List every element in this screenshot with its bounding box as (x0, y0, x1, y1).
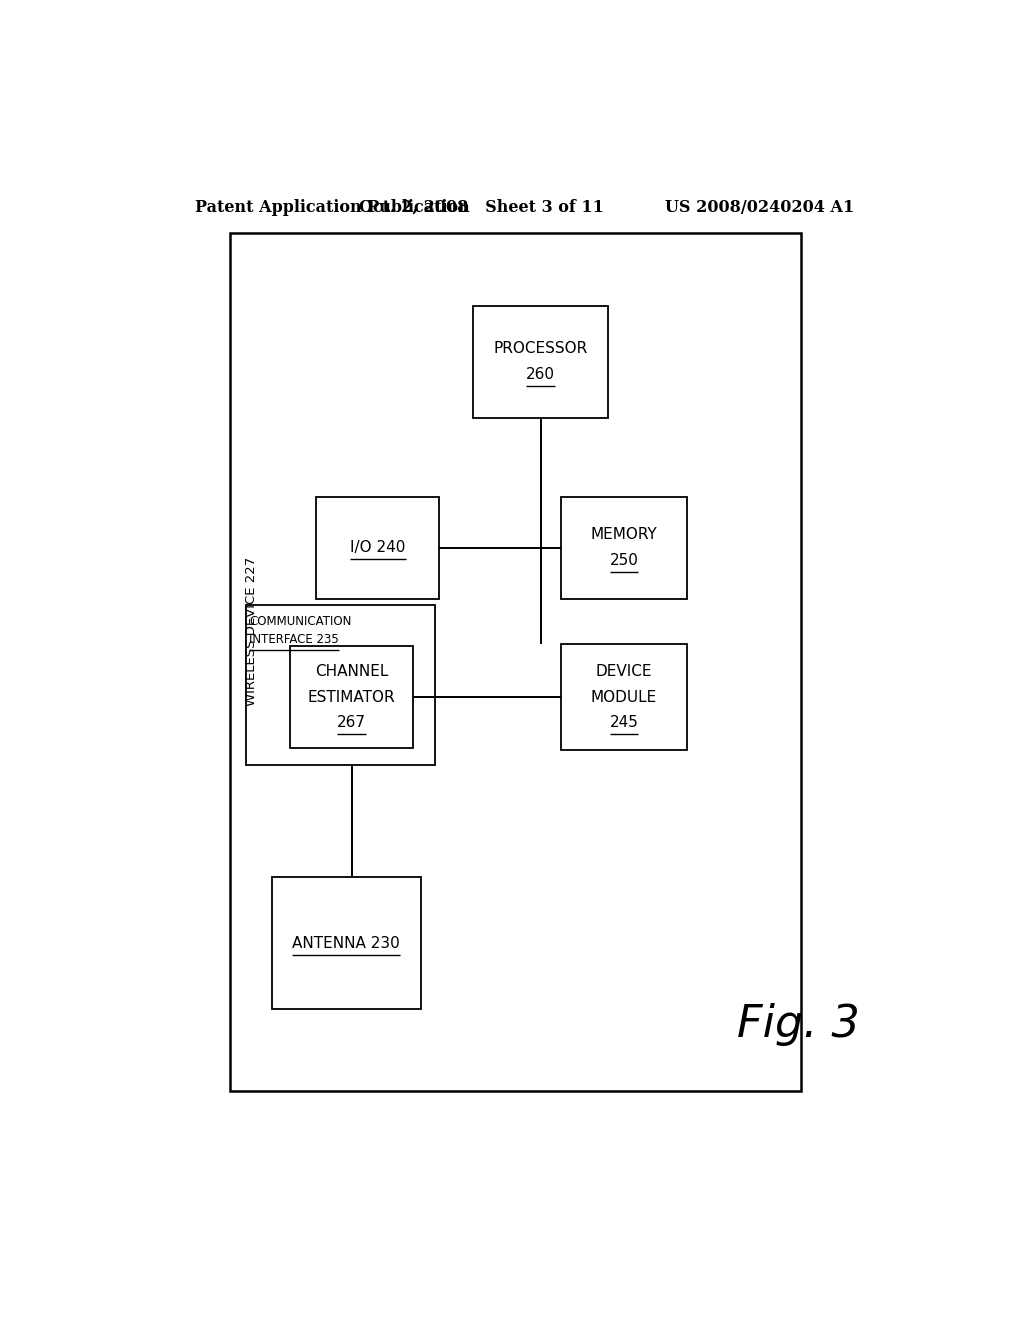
Bar (316, 496, 439, 598)
Text: MODULE: MODULE (591, 689, 657, 705)
Bar (246, 605, 435, 766)
Text: CHANNEL: CHANNEL (315, 664, 388, 680)
Text: 267: 267 (337, 715, 367, 730)
Text: PROCESSOR: PROCESSOR (494, 342, 588, 356)
Text: WIRELESS DEVICE 227: WIRELESS DEVICE 227 (245, 557, 257, 706)
Text: US 2008/0240204 A1: US 2008/0240204 A1 (665, 199, 854, 215)
Bar (473, 306, 608, 417)
Text: Oct. 2, 2008   Sheet 3 of 11: Oct. 2, 2008 Sheet 3 of 11 (358, 199, 603, 215)
Text: Patent Application Publication: Patent Application Publication (196, 199, 470, 215)
Text: 245: 245 (609, 715, 638, 730)
Bar (290, 647, 414, 748)
Text: Fig. 3: Fig. 3 (737, 1003, 860, 1045)
Text: ANTENNA 230: ANTENNA 230 (293, 936, 400, 950)
Text: MEMORY: MEMORY (591, 528, 657, 543)
Text: 250: 250 (609, 553, 638, 568)
Text: I/O 240: I/O 240 (350, 540, 406, 556)
Bar (229, 232, 801, 1092)
Text: COMMUNICATION: COMMUNICATION (250, 615, 352, 628)
Bar (271, 876, 421, 1008)
Text: 260: 260 (526, 367, 555, 381)
Bar (561, 644, 687, 751)
Text: ESTIMATOR: ESTIMATOR (308, 689, 395, 705)
Text: INTERFACE 235: INTERFACE 235 (250, 634, 339, 645)
Text: DEVICE: DEVICE (596, 664, 652, 680)
Bar (561, 496, 687, 598)
